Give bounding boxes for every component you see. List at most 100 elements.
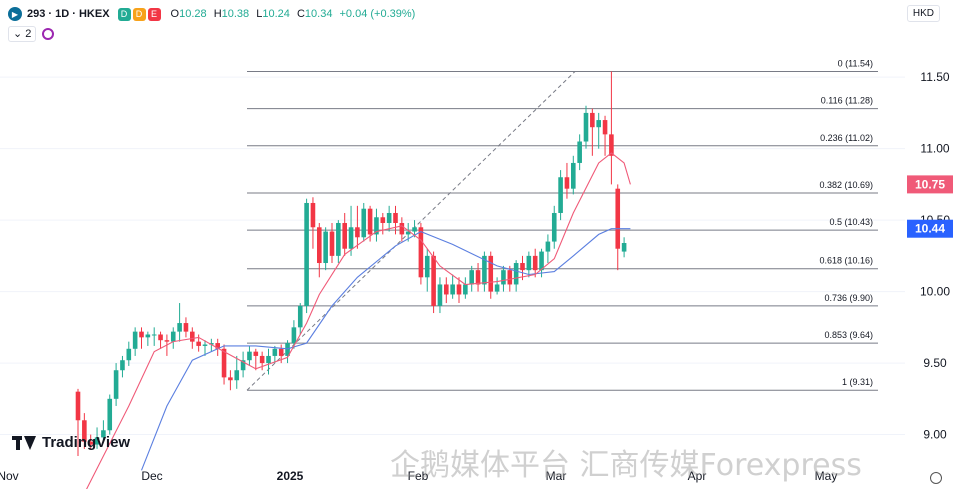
- fib-level-label: 0 (11.54): [838, 58, 873, 68]
- price-tick-label: 9.50: [923, 356, 947, 370]
- candle-body: [418, 227, 424, 278]
- candle-body: [126, 348, 132, 361]
- close-value: 10.34: [304, 8, 333, 20]
- candle-body: [247, 351, 252, 361]
- time-tick-label: Apr: [688, 469, 707, 483]
- candle-body: [164, 340, 170, 342]
- candle-body: [221, 348, 227, 378]
- candle-body: [107, 398, 113, 431]
- watermark: 企鹅媒体平台 汇商传媒Forexpress: [390, 448, 862, 483]
- fib-level-label: 0.853 (9.64): [824, 330, 873, 340]
- candle-body: [196, 341, 201, 346]
- candle-body: [393, 212, 398, 223]
- candle-body: [380, 217, 386, 223]
- fib-level-label: 0.236 (11.02): [820, 133, 873, 143]
- high-label: H: [213, 8, 222, 20]
- candle-body: [475, 270, 481, 285]
- candle-body: [602, 120, 608, 135]
- candle-body: [424, 255, 430, 278]
- candle-body: [526, 255, 532, 271]
- price-label-text: 10.44: [915, 222, 945, 236]
- close-label: C: [296, 8, 305, 20]
- time-tick-label: Feb: [408, 469, 429, 483]
- candle-body: [564, 177, 570, 189]
- candle-body: [94, 437, 100, 445]
- indicator-toggle[interactable]: ⌄ 2: [8, 26, 37, 42]
- badge-e[interactable]: E: [147, 7, 161, 21]
- candle-body: [361, 208, 367, 238]
- settings-icon[interactable]: [930, 472, 942, 484]
- candle-body: [596, 120, 601, 128]
- candle-body: [494, 284, 500, 292]
- candle-body: [259, 355, 265, 364]
- candle-body: [374, 217, 379, 235]
- fib-level-label: 0.736 (9.90): [824, 293, 873, 303]
- candle-body: [240, 360, 246, 371]
- tradingview-mark-icon: [12, 435, 38, 450]
- moving-average-slow: [140, 228, 631, 471]
- indicator-count: 2: [25, 28, 32, 40]
- refresh-icon[interactable]: [42, 28, 55, 40]
- tradingview-logo-text: TradingView: [42, 434, 131, 451]
- price-tick-label: 11.00: [920, 142, 949, 156]
- candle-body: [88, 441, 93, 445]
- candle-body: [120, 360, 125, 371]
- time-tick-label: Dec: [141, 469, 162, 483]
- tradingview-logo: TradingView: [12, 434, 130, 451]
- candle-body: [412, 227, 417, 232]
- candle-body: [444, 284, 449, 295]
- candle-body: [291, 327, 297, 344]
- candle-body: [615, 188, 621, 249]
- candle-body: [558, 177, 563, 213]
- candle-body: [272, 348, 278, 356]
- indicator-row: ⌄ 2: [8, 26, 55, 42]
- candle-body: [405, 231, 411, 235]
- badge-d[interactable]: D: [132, 7, 146, 21]
- badge-delayed[interactable]: D: [117, 7, 131, 21]
- grid-lines: [0, 76, 905, 436]
- candle-body: [132, 331, 138, 349]
- candle-body: [621, 243, 627, 252]
- time-tick-label: Nov: [0, 469, 19, 483]
- price-label-text: 10.75: [915, 177, 945, 191]
- moving-averages: [86, 152, 631, 489]
- fib-level-label: 1 (9.31): [842, 377, 873, 387]
- symbol-logo-icon: ▶: [8, 7, 22, 21]
- low-label: L: [256, 8, 263, 20]
- candle-body: [285, 343, 290, 356]
- candle-body: [317, 227, 322, 264]
- currency-selector[interactable]: HKD: [906, 5, 940, 22]
- candle-body: [501, 270, 506, 285]
- time-axis[interactable]: Nov Dec 2025 Feb Mar Apr May: [0, 469, 837, 483]
- candle-body: [304, 202, 309, 306]
- fibonacci-retracement[interactable]: 0 (11.54) 0.116 (11.28) 0.236 (11.02) 0.382…: [246, 58, 878, 391]
- candle-body: [551, 212, 557, 242]
- candle-body: [571, 162, 576, 189]
- candle-body: [329, 231, 335, 256]
- candle-body: [310, 202, 316, 228]
- candle-body: [139, 331, 144, 338]
- candle-body: [463, 284, 468, 295]
- price-tick-label: 9.00: [923, 428, 947, 442]
- candle-body: [450, 284, 455, 295]
- fib-trend-line[interactable]: [246, 71, 576, 391]
- price-label-badge[interactable]: [907, 219, 953, 238]
- candle-body: [209, 343, 214, 345]
- fib-level-label: 0.382 (10.69): [819, 180, 873, 190]
- price-label-badge[interactable]: [907, 175, 953, 194]
- open-value: 10.28: [179, 8, 207, 20]
- candle-body: [513, 263, 519, 285]
- symbol-title[interactable]: 293 · 1D · HKEX: [27, 8, 110, 20]
- candle-body: [342, 222, 347, 249]
- moving-average-fast: [86, 152, 631, 489]
- low-value: 10.24: [262, 8, 290, 20]
- candle-body: [183, 323, 189, 332]
- symbol-header: ▶ 293 · 1D · HKEX D D E O10.28 H10.38 L1…: [8, 5, 419, 23]
- fib-level-label: 0.116 (11.28): [821, 96, 873, 106]
- candle-body: [158, 334, 163, 341]
- candle-body: [215, 343, 220, 349]
- candles: [75, 71, 627, 456]
- candle-body: [583, 112, 589, 142]
